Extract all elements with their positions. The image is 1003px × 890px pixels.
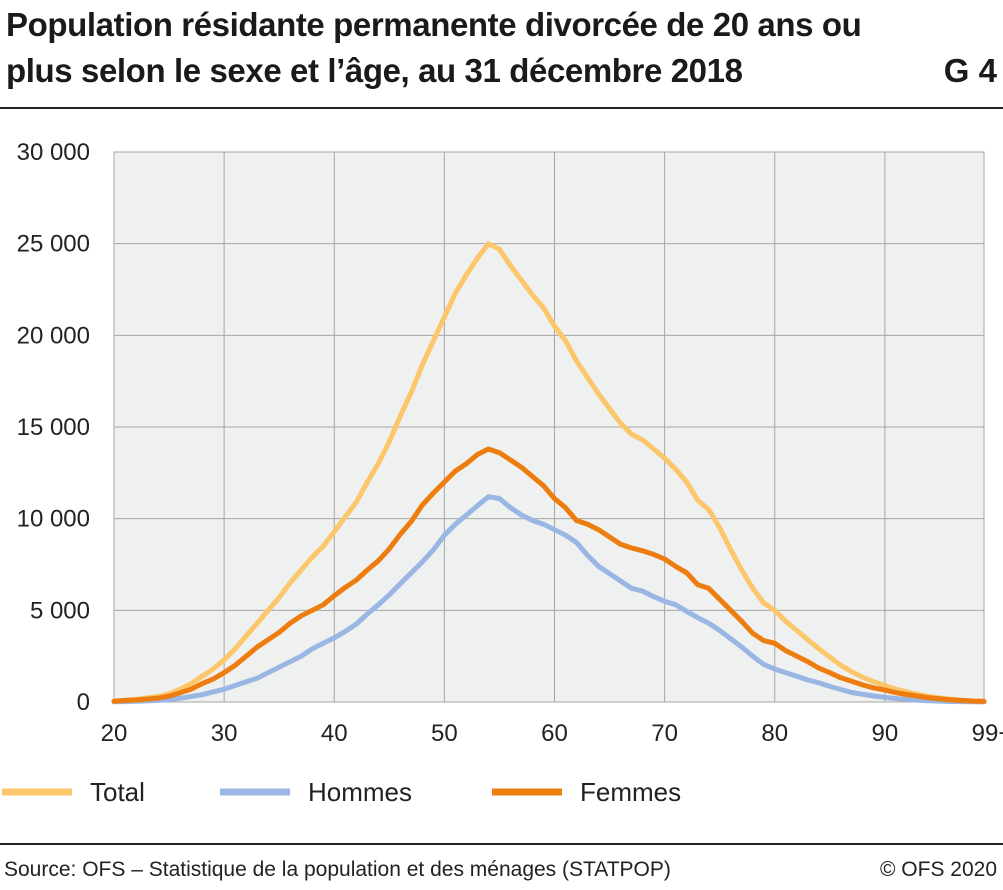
y-tick-label: 15 000 xyxy=(17,414,90,441)
line-chart: 0 5 000 10 000 15 000 20 000 25 000 30 000 20 3… xyxy=(2,139,1003,807)
y-tick-label: 30 000 xyxy=(17,139,90,166)
legend-label-total: Total xyxy=(90,777,145,807)
x-tick-label: 99+ xyxy=(972,720,1003,747)
x-tick-label: 80 xyxy=(761,720,788,747)
y-tick-label: 25 000 xyxy=(17,231,90,258)
legend-label-femmes: Femmes xyxy=(580,777,681,807)
x-tick-label: 60 xyxy=(541,720,568,747)
series-line-femmes xyxy=(111,446,987,704)
series-line-hommes xyxy=(111,494,987,705)
x-tick-label: 40 xyxy=(321,720,348,747)
x-axis-tick-labels: 20 30 40 50 60 70 80 90 99+ xyxy=(101,720,1003,747)
chart-id: G 4 xyxy=(943,52,997,89)
x-tick-label: 50 xyxy=(431,720,458,747)
legend-label-hommes: Hommes xyxy=(308,777,412,807)
source-note: Source: OFS – Statistique de la populati… xyxy=(4,858,671,881)
y-axis-tick-labels: 0 5 000 10 000 15 000 20 000 25 000 30 000 xyxy=(17,139,90,716)
y-tick-label: 0 xyxy=(77,689,90,716)
x-tick-label: 20 xyxy=(101,720,128,747)
series-line-total xyxy=(111,241,987,704)
y-tick-label: 20 000 xyxy=(17,322,90,349)
bottom-divider xyxy=(0,843,1003,845)
chart-title: Population résidante permanente divorcée… xyxy=(6,6,862,89)
x-tick-label: 30 xyxy=(211,720,238,747)
copyright-note: © OFS 2020 xyxy=(879,858,997,881)
series-lines xyxy=(111,241,987,705)
x-tick-label: 90 xyxy=(872,720,899,747)
x-tick-label: 70 xyxy=(651,720,678,747)
y-tick-label: 5 000 xyxy=(30,597,90,624)
top-divider xyxy=(0,107,1003,109)
legend: Total Hommes Femmes xyxy=(2,777,681,807)
y-tick-label: 10 000 xyxy=(17,506,90,533)
y-gridlines xyxy=(114,151,984,703)
